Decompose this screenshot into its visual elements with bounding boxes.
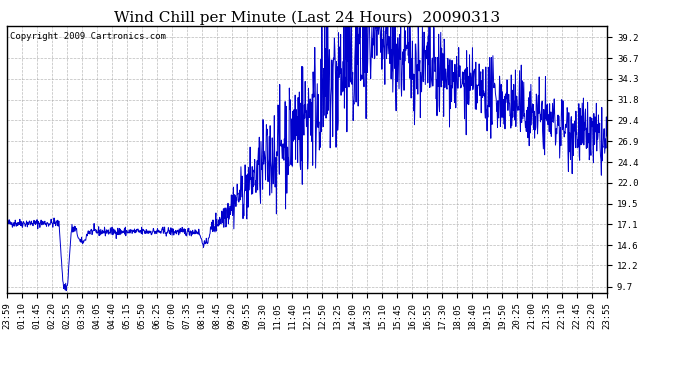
Title: Wind Chill per Minute (Last 24 Hours)  20090313: Wind Chill per Minute (Last 24 Hours) 20… <box>114 11 500 25</box>
Text: Copyright 2009 Cartronics.com: Copyright 2009 Cartronics.com <box>10 32 166 40</box>
